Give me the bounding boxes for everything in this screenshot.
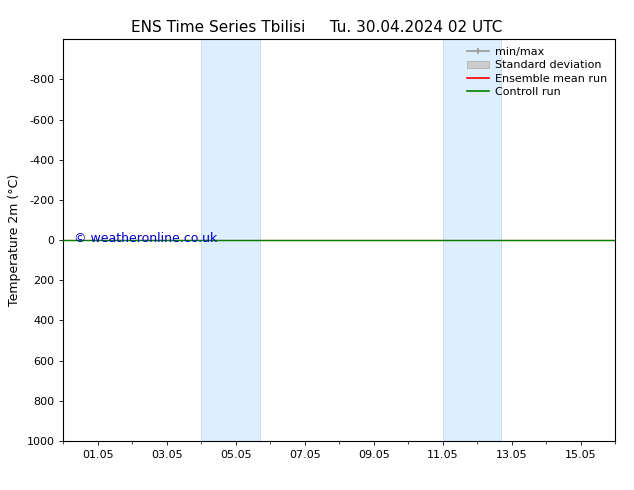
Y-axis label: Temperature 2m (°C): Temperature 2m (°C): [8, 174, 21, 306]
Bar: [202, 39, 260, 441]
Bar: [443, 39, 501, 441]
Text: ENS Time Series Tbilisi     Tu. 30.04.2024 02 UTC: ENS Time Series Tbilisi Tu. 30.04.2024 0…: [131, 20, 503, 35]
Text: © weatheronline.co.uk: © weatheronline.co.uk: [74, 232, 217, 245]
Legend: min/max, Standard deviation, Ensemble mean run, Controll run: min/max, Standard deviation, Ensemble me…: [463, 43, 612, 101]
